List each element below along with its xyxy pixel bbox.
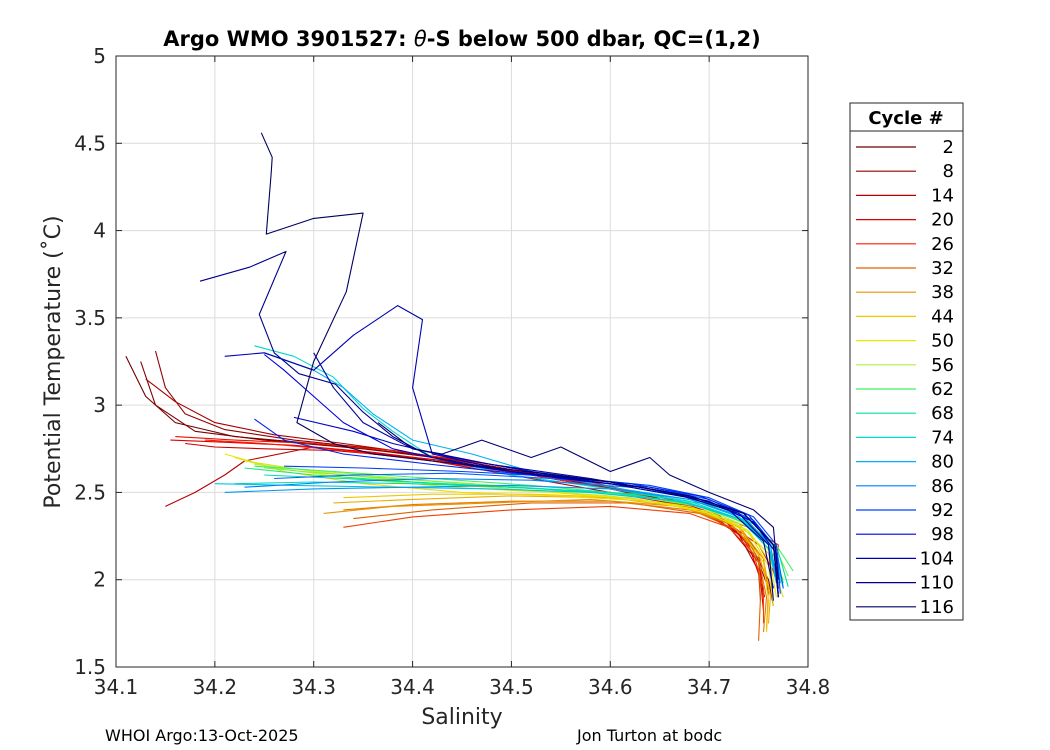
legend-label-50: 50 <box>931 331 954 352</box>
y-tick-label: 2.5 <box>74 480 106 504</box>
legend-label-68: 68 <box>931 403 954 424</box>
x-tick-label: 34.8 <box>786 675 831 699</box>
legend-label-26: 26 <box>931 234 954 255</box>
legend-label-14: 14 <box>931 185 954 206</box>
legend-label-110: 110 <box>920 573 954 594</box>
axes-background <box>116 56 808 667</box>
legend-label-92: 92 <box>931 500 954 521</box>
legend-label-2: 2 <box>943 137 954 158</box>
chart-title: Argo WMO 3901527: θ-S below 500 dbar, QC… <box>163 27 760 51</box>
y-axis-label: Potential Temperature (˚C) <box>41 215 66 508</box>
legend-label-104: 104 <box>920 548 954 569</box>
x-axis-label: Salinity <box>421 705 502 730</box>
legend-label-20: 20 <box>931 210 954 231</box>
x-tick-label: 34.3 <box>291 675 336 699</box>
legend-label-62: 62 <box>931 379 954 400</box>
x-tick-label: 34.5 <box>489 675 534 699</box>
figure: 34.1 34.2 34.3 34.4 34.5 34.6 34.7 34.8 1.522.5… <box>0 0 1050 750</box>
x-tick-label: 34.7 <box>687 675 732 699</box>
y-tick-label: 3.5 <box>74 306 106 330</box>
x-tick-label: 34.2 <box>193 675 238 699</box>
legend-label-98: 98 <box>931 524 954 545</box>
legend: Cycle # 2 8 14 20 26 32 38 44 50 56 62 68 74 80 86 92 98… <box>850 103 963 620</box>
y-tick-label: 2 <box>93 568 106 592</box>
legend-label-32: 32 <box>931 258 954 279</box>
legend-label-44: 44 <box>931 306 954 327</box>
y-tick-label: 4.5 <box>74 131 106 155</box>
legend-label-116: 116 <box>920 597 954 618</box>
plot-area: 34.1 34.2 34.3 34.4 34.5 34.6 34.7 34.8 1.522.5… <box>74 44 830 699</box>
y-tick-label: 3 <box>93 393 106 417</box>
legend-label-80: 80 <box>931 452 954 473</box>
legend-label-8: 8 <box>943 161 954 182</box>
y-tick-label: 5 <box>93 44 106 68</box>
x-tick-label: 34.6 <box>588 675 633 699</box>
x-tick-label: 34.4 <box>390 675 435 699</box>
footer-right: Jon Turton at bodc <box>576 726 722 745</box>
legend-title: Cycle # <box>868 108 943 129</box>
legend-label-86: 86 <box>931 476 954 497</box>
y-tick-label: 1.5 <box>74 655 106 679</box>
y-tick-label: 4 <box>93 219 106 243</box>
legend-label-74: 74 <box>931 427 954 448</box>
legend-label-38: 38 <box>931 282 954 303</box>
legend-label-56: 56 <box>931 355 954 376</box>
footer-left: WHOI Argo:13-Oct-2025 <box>105 726 299 745</box>
